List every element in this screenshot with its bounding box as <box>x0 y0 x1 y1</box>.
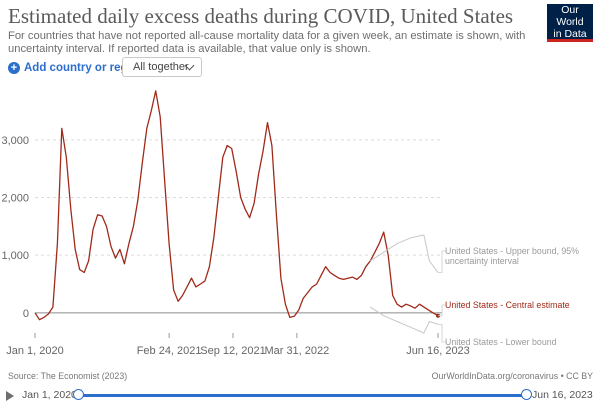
series-line <box>370 306 439 334</box>
x-tick-label: Jan 1, 2020 <box>6 345 64 357</box>
series-label-line: uncertainty interval <box>445 256 519 266</box>
series-label: United States - Lower bound <box>445 337 557 347</box>
credit-link[interactable]: OurWorldInData.org/coronavirus • CC BY <box>431 371 593 381</box>
timeline: Jan 1, 2020 Jun 16, 2023 <box>0 385 600 406</box>
chart-title: Estimated daily excess deaths during COV… <box>8 4 514 28</box>
logo-line-1: Our World <box>556 3 584 28</box>
plus-icon: + <box>8 62 20 74</box>
add-country-label: Add country or region <box>24 62 145 74</box>
timeline-start-handle[interactable] <box>72 389 84 400</box>
dropdown-value: All together <box>133 61 189 73</box>
x-tick-label: Jun 16, 2023 <box>406 345 470 357</box>
logo-line-2: in Data <box>553 27 587 40</box>
x-tick-label: Mar 31, 2022 <box>264 345 329 357</box>
series-label-line: United States - Upper bound, 95% <box>445 246 579 256</box>
series-label-connector <box>438 323 446 343</box>
chart-controls: + Add country or region All together <box>8 57 202 78</box>
x-tick-label: Sep 12, 2021 <box>200 345 265 357</box>
owid-logo[interactable]: Our World in Data <box>547 4 593 42</box>
add-country-button[interactable]: + Add country or region <box>8 62 145 74</box>
y-tick-label: 0 <box>23 308 29 320</box>
series-label-line: United States - Lower bound <box>445 337 557 347</box>
source-note: Source: The Economist (2023) <box>8 371 128 381</box>
series-label: United States - Central estimate <box>445 300 570 310</box>
chart-subtitle: For countries that have not reported all… <box>8 30 526 55</box>
timeline-end-label: Jun 16, 2023 <box>532 389 593 401</box>
y-tick-label: 2,000 <box>1 193 29 205</box>
timeline-track[interactable] <box>78 394 526 397</box>
y-tick-label: 3,000 <box>1 135 29 147</box>
series-line <box>370 234 439 273</box>
timeline-start-label: Jan 1, 2020 <box>22 389 77 401</box>
series-label-connector <box>438 250 446 273</box>
series-label-line: United States - Central estimate <box>445 300 570 310</box>
timeline-end-handle[interactable] <box>520 389 532 400</box>
series-mode-dropdown[interactable]: All together <box>122 57 202 77</box>
series-label-connector <box>438 304 446 317</box>
series-label: United States - Upper bound, 95% uncertai… <box>445 246 579 266</box>
play-icon[interactable] <box>6 391 14 401</box>
y-tick-label: 1,000 <box>1 250 29 262</box>
series-line <box>34 90 439 321</box>
x-tick-label: Feb 24, 2021 <box>137 345 202 357</box>
